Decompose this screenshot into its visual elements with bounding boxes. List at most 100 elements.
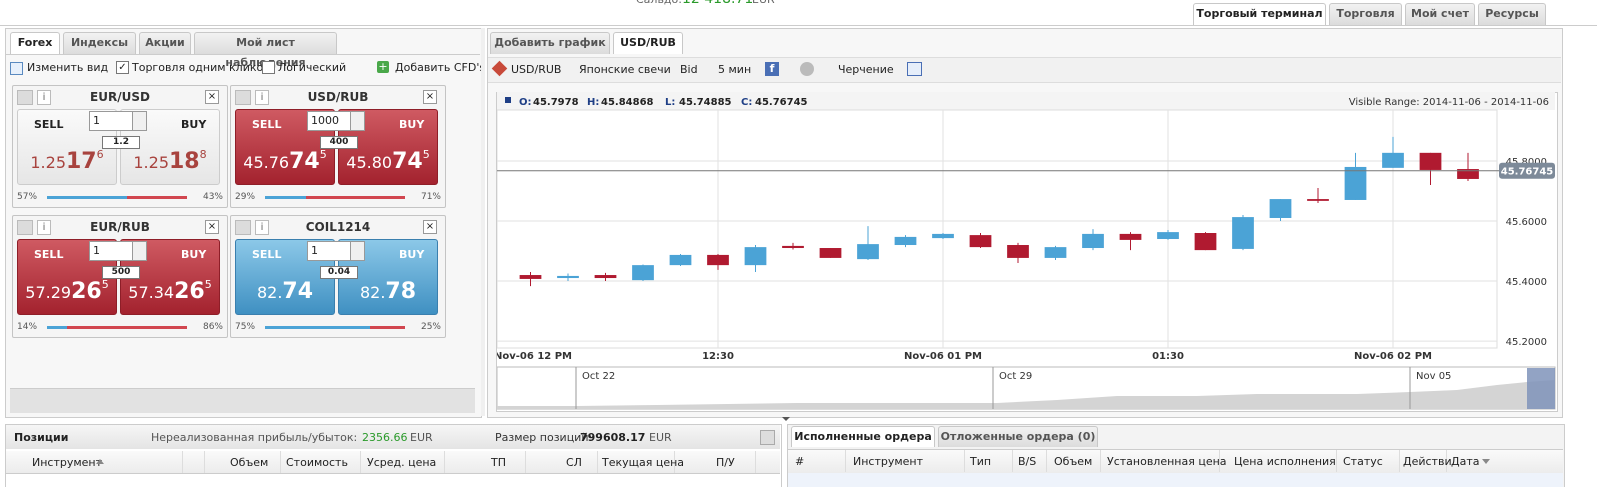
spread: 1.2 [102, 136, 140, 149]
column-header[interactable]: # [795, 455, 805, 468]
info-icon[interactable]: i [255, 220, 269, 235]
tab[interactable]: Отложенные ордера (0) [938, 426, 1098, 447]
column-header[interactable]: Дата [1451, 455, 1480, 468]
tab[interactable]: Ресурсы [1478, 3, 1546, 25]
toolbar-dropdown[interactable]: Японские свечи [579, 63, 671, 76]
symbol: USD/RUB [307, 90, 369, 104]
spinner[interactable] [132, 241, 147, 261]
tab[interactable]: Добавить график [490, 32, 610, 54]
spinner[interactable] [350, 241, 365, 261]
instrument-tile: i EUR/RUB × SELL 57.29265 BUY 57.34265 1 500 14% 8… [12, 215, 228, 338]
positions-header [6, 425, 780, 449]
buy-label: BUY [181, 118, 207, 131]
tab[interactable]: USD/RUB [613, 32, 683, 54]
toolbar-dropdown[interactable]: Черчение [838, 63, 894, 76]
tab[interactable]: Торговый терминал [1193, 3, 1326, 25]
navigator-label: Oct 22 [582, 371, 615, 382]
plot-area [497, 109, 1498, 349]
close[interactable]: × [423, 90, 437, 104]
toolbar [488, 57, 1561, 83]
candle-body [1007, 245, 1029, 258]
checkbox[interactable]: ✓ [116, 61, 129, 74]
toolbar-dropdown[interactable]: USD/RUB [511, 63, 562, 76]
icon[interactable] [17, 90, 33, 105]
tab[interactable]: Мой лист наблюдения [194, 32, 337, 69]
spread: 0.04 [320, 266, 358, 279]
quantity-input[interactable]: 1000 [307, 111, 352, 131]
column-header[interactable]: Усред. цена [367, 456, 437, 469]
column-header[interactable]: Инструмент [32, 456, 103, 469]
column-header[interactable]: Объем [1054, 455, 1093, 468]
checkbox[interactable] [262, 61, 275, 74]
candle-body [1157, 232, 1179, 240]
symbol: EUR/RUB [90, 220, 150, 234]
icon[interactable] [17, 220, 33, 235]
tab[interactable]: Forex [10, 32, 60, 54]
column-header[interactable]: ТП [491, 456, 506, 469]
column-header[interactable]: Цена исполнения [1234, 455, 1336, 468]
tab[interactable]: Мой счет [1405, 3, 1475, 25]
buy-price: 45.80745 [339, 148, 437, 174]
column-header[interactable]: Установленная цена [1107, 455, 1227, 468]
candle-body [1044, 247, 1067, 258]
icon[interactable] [907, 62, 922, 76]
icon[interactable] [235, 220, 251, 235]
icon[interactable] [760, 430, 775, 445]
quantity-input[interactable]: 1 [89, 241, 134, 261]
share-label: 43% [202, 192, 223, 202]
column-header[interactable]: B/S [1018, 455, 1037, 468]
column-header[interactable]: Инструмент [853, 455, 924, 468]
sell-share-bar [370, 326, 405, 329]
toolbar-dropdown[interactable]: 5 мин [718, 63, 752, 76]
navigator-label: Oct 29 [999, 371, 1032, 382]
price-part: 45.80 [346, 153, 393, 172]
column-divider [280, 451, 281, 473]
button[interactable]: Добавить CFD's [395, 61, 486, 74]
tab[interactable]: Торговля [1329, 3, 1402, 25]
close[interactable]: × [423, 220, 437, 234]
button[interactable]: Изменить вид [27, 61, 109, 74]
quantity-input[interactable]: 1 [89, 111, 134, 131]
spinner[interactable] [350, 111, 365, 131]
sell-label: SELL [252, 118, 282, 131]
close[interactable]: × [205, 90, 219, 104]
buy-price: 1.25188 [121, 148, 219, 174]
info-icon[interactable]: i [37, 220, 51, 235]
icon[interactable] [235, 90, 251, 105]
icon[interactable]: f [765, 62, 779, 76]
column-header[interactable]: Статус [1343, 455, 1383, 468]
buy-share-bar [265, 326, 370, 329]
price-part: 18 [169, 149, 200, 174]
price-part: 5 [101, 278, 109, 291]
tab[interactable]: Исполненные ордера [791, 426, 935, 447]
column-header[interactable]: Текущая цена [602, 456, 685, 469]
buy-price: 82.78 [339, 278, 437, 304]
icon[interactable] [800, 62, 814, 76]
sell-share-bar [305, 196, 405, 199]
symbol: EUR/USD [90, 90, 150, 104]
column-header[interactable]: Тип [970, 455, 992, 468]
column-divider [845, 450, 846, 472]
column-header[interactable]: Стоимость [286, 456, 348, 469]
scroll-area [10, 388, 475, 413]
toolbar-dropdown[interactable]: Bid [680, 63, 698, 76]
column-header[interactable]: Объем [230, 456, 269, 469]
tab[interactable]: Индексы [63, 32, 136, 54]
info-icon[interactable]: i [255, 90, 269, 105]
price-part: 1.25 [133, 153, 169, 172]
spinner[interactable] [132, 111, 147, 131]
tab[interactable]: Акции [139, 32, 191, 54]
ohlc-label: L: [665, 97, 675, 108]
column-header[interactable]: СЛ [566, 456, 582, 469]
info-icon[interactable]: i [37, 90, 51, 105]
table-header [788, 449, 1563, 474]
price-part: 74 [282, 279, 314, 304]
quantity-input[interactable]: 1 [307, 241, 352, 261]
share-label: 86% [202, 322, 223, 332]
column-header[interactable]: П/У [716, 456, 735, 469]
column-divider [1336, 450, 1337, 472]
x-tick-label: Nov-06 01 PM [904, 351, 982, 362]
column-header[interactable]: Действи [1403, 455, 1452, 468]
candle-body [1194, 233, 1217, 251]
close[interactable]: × [205, 220, 219, 234]
